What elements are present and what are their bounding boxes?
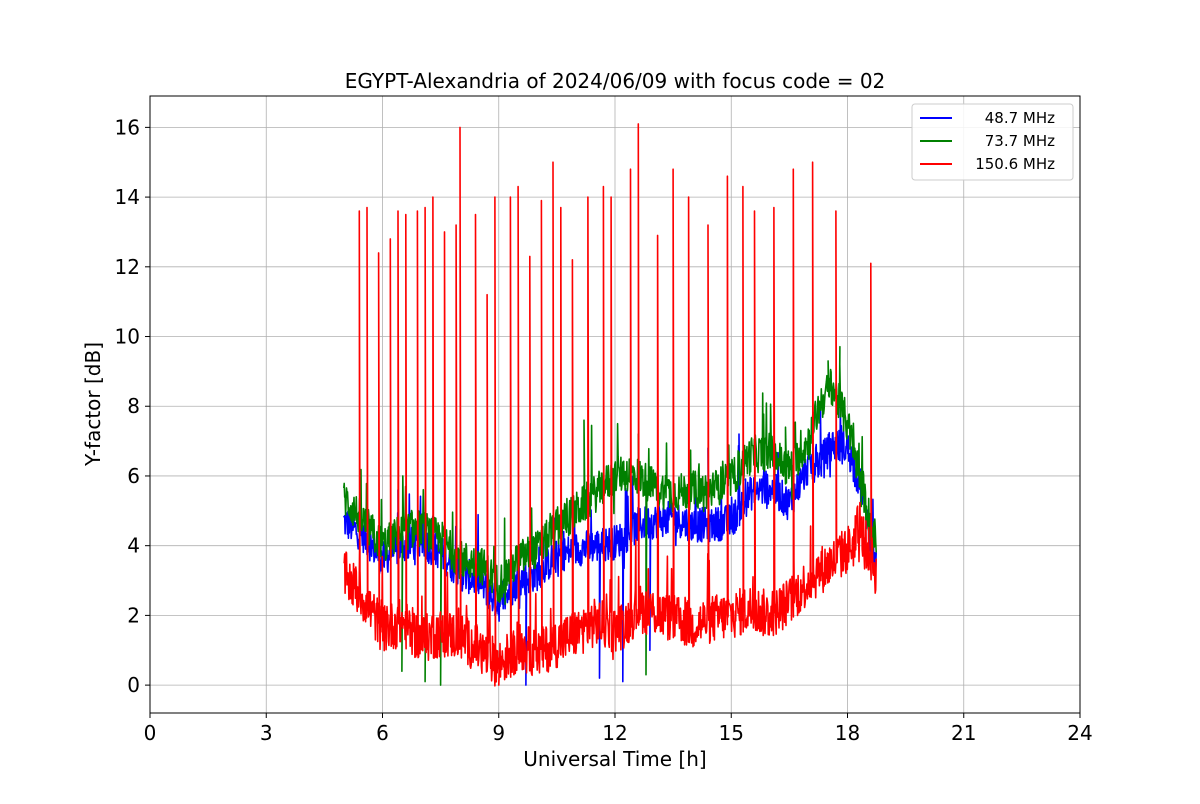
- y-tick-label: 10: [115, 325, 140, 349]
- x-tick-label: 12: [602, 721, 627, 745]
- y-tick-label: 2: [127, 603, 140, 627]
- y-tick-label: 0: [127, 673, 140, 697]
- legend-label: 150.6 MHz: [975, 155, 1055, 173]
- x-axis-ticks: 0 3 6 9 12 15 18 21 24: [144, 713, 1093, 745]
- x-axis-label: Universal Time [h]: [523, 747, 706, 771]
- x-tick-label: 0: [144, 721, 157, 745]
- x-tick-label: 9: [492, 721, 505, 745]
- x-tick-label: 3: [260, 721, 273, 745]
- x-tick-label: 15: [719, 721, 744, 745]
- y-tick-label: 16: [115, 115, 140, 139]
- series-line: [343, 123, 877, 687]
- x-tick-label: 21: [951, 721, 976, 745]
- x-tick-label: 6: [376, 721, 389, 745]
- y-tick-label: 8: [127, 394, 140, 418]
- plot-area: [343, 123, 877, 687]
- y-tick-label: 4: [127, 534, 140, 558]
- legend-box: [911, 103, 1074, 181]
- y-tick-label: 14: [115, 185, 140, 209]
- y-axis-label: Y-factor [dB]: [81, 342, 105, 467]
- y-tick-label: 6: [127, 464, 140, 488]
- y-axis-ticks: 0 2 4 6 8 10 12 14 16: [115, 115, 150, 697]
- y-tick-label: 12: [115, 255, 140, 279]
- legend-label: 48.7 MHz: [985, 109, 1055, 127]
- chart-title: EGYPT-Alexandria of 2024/06/09 with focu…: [345, 69, 886, 93]
- legend-items: 48.7 MHz 73.7 MHz 150.6 MHz: [920, 109, 1055, 173]
- legend: 48.7 MHz 73.7 MHz 150.6 MHz: [911, 103, 1074, 181]
- x-tick-label: 24: [1067, 721, 1092, 745]
- legend-label: 73.7 MHz: [985, 132, 1055, 150]
- x-tick-label: 18: [835, 721, 860, 745]
